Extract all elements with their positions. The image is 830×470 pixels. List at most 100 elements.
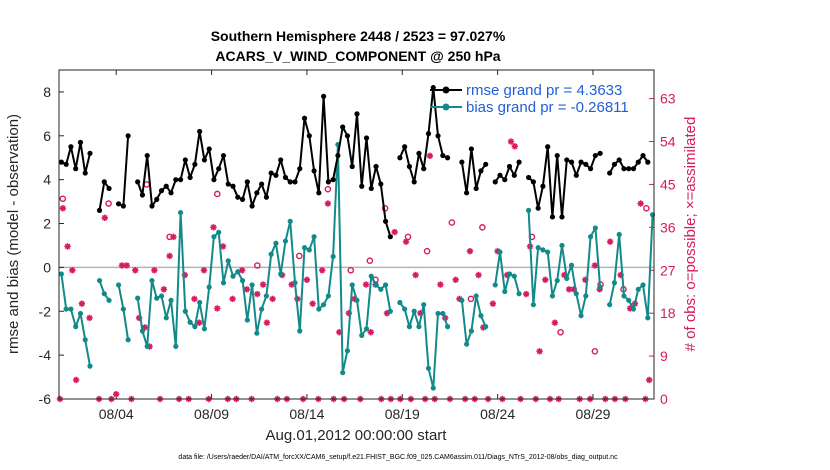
obs-assimilated-marker	[210, 224, 217, 231]
legend-rmse-marker	[442, 86, 450, 94]
rmse-point	[177, 177, 184, 183]
obs-assimilated-marker	[69, 267, 76, 274]
rmse-point	[287, 179, 293, 185]
obs-assimilated-marker	[523, 290, 530, 298]
rmse-point	[607, 170, 613, 176]
obs-assimilated-marker	[132, 267, 139, 274]
rmse-point	[611, 161, 618, 167]
obs-assimilated-marker	[466, 247, 474, 255]
bias-point	[592, 225, 598, 231]
rmse-point	[173, 177, 179, 183]
bias-point	[564, 275, 570, 281]
rmse-point	[473, 185, 479, 192]
bias-point	[516, 291, 522, 297]
obs-possible-marker	[366, 257, 374, 265]
bias-point	[626, 297, 632, 303]
rmse-point	[626, 166, 632, 172]
obs-possible-marker	[448, 219, 456, 226]
rmse-point	[82, 170, 88, 176]
rmse-point	[106, 185, 112, 192]
rmse-point	[101, 179, 107, 185]
rmse-point	[492, 179, 498, 185]
bias-point	[135, 295, 141, 301]
plot-frame	[58, 69, 655, 400]
obs-assimilated-marker	[113, 391, 120, 398]
y-left-tick-label: 2	[43, 216, 51, 232]
rmse-point	[330, 177, 336, 183]
rmse-point	[68, 144, 74, 150]
bias-point	[282, 238, 289, 244]
bias-point	[635, 286, 641, 292]
obs-assimilated-marker	[195, 319, 203, 326]
bias-point	[297, 328, 303, 334]
bias-point	[473, 293, 479, 299]
bias-point	[616, 231, 622, 238]
obs-possible-marker	[591, 348, 599, 355]
bias-point	[73, 324, 79, 330]
rmse-point	[583, 161, 589, 167]
bias-point	[235, 269, 241, 275]
obs-assimilated-marker	[536, 348, 543, 355]
y-right-tick-label: 36	[660, 219, 676, 235]
obs-possible-marker	[254, 262, 261, 269]
rmse-point	[63, 161, 69, 167]
bias-point	[216, 229, 222, 235]
rmse-point	[206, 146, 212, 152]
rmse-point	[368, 185, 374, 192]
bias-point	[154, 295, 160, 301]
bias-point	[287, 218, 293, 224]
rmse-point	[163, 183, 169, 189]
bias-point	[359, 332, 365, 338]
bias-point	[325, 293, 331, 299]
rmse-point	[197, 128, 203, 135]
bias-point	[292, 280, 298, 286]
bias-point	[220, 280, 227, 286]
y-left-axis-ticks: -6 -4 -2 0 2 4 6 8	[39, 84, 64, 407]
bias-point	[115, 282, 122, 288]
obs-possible-marker	[295, 252, 303, 260]
obs-assimilated-marker	[637, 200, 644, 207]
bias-point	[230, 273, 236, 279]
bias-point	[368, 273, 374, 279]
rmse-point	[325, 179, 331, 185]
rmse-point	[187, 174, 193, 181]
bias-point	[249, 282, 255, 288]
bias-point	[301, 245, 308, 251]
obs-assimilated-marker	[367, 329, 375, 336]
y-left-tick-label: -4	[39, 347, 52, 363]
obs-assimilated-marker	[303, 276, 311, 283]
y-right-tick-label: 63	[660, 91, 676, 107]
bias-point	[344, 348, 351, 354]
rmse-point	[182, 157, 188, 163]
rmse-point	[440, 152, 446, 159]
bias-point	[545, 249, 551, 255]
rmse-point	[554, 152, 560, 159]
bias-point	[77, 310, 84, 317]
rmse-point	[135, 179, 141, 185]
rmse-point	[397, 155, 403, 161]
y-right-tick-label: 27	[660, 262, 676, 278]
bias-point	[526, 207, 532, 213]
obs-assimilated-marker	[200, 267, 208, 274]
rmse-point	[621, 166, 627, 172]
bias-point	[645, 315, 651, 321]
bias-point	[444, 324, 451, 330]
rmse-point	[483, 161, 489, 167]
bias-point	[278, 271, 284, 277]
bias-line-segment	[494, 251, 521, 294]
obs-assimilated-marker	[214, 305, 221, 312]
rmse-point	[263, 194, 269, 200]
rmse-point	[306, 133, 312, 139]
obs-assimilated-marker	[269, 295, 276, 303]
bias-point	[583, 293, 589, 299]
bias-point	[506, 271, 513, 277]
bias-point	[211, 234, 217, 240]
rmse-point	[120, 203, 126, 209]
bias-point	[177, 209, 184, 216]
obs-assimilated-marker	[507, 138, 515, 145]
bias-point	[554, 277, 560, 284]
obs-possible-marker	[213, 190, 221, 198]
rmse-point	[301, 115, 308, 121]
rmse-point	[502, 177, 508, 183]
y-left-tick-label: -6	[39, 391, 52, 407]
